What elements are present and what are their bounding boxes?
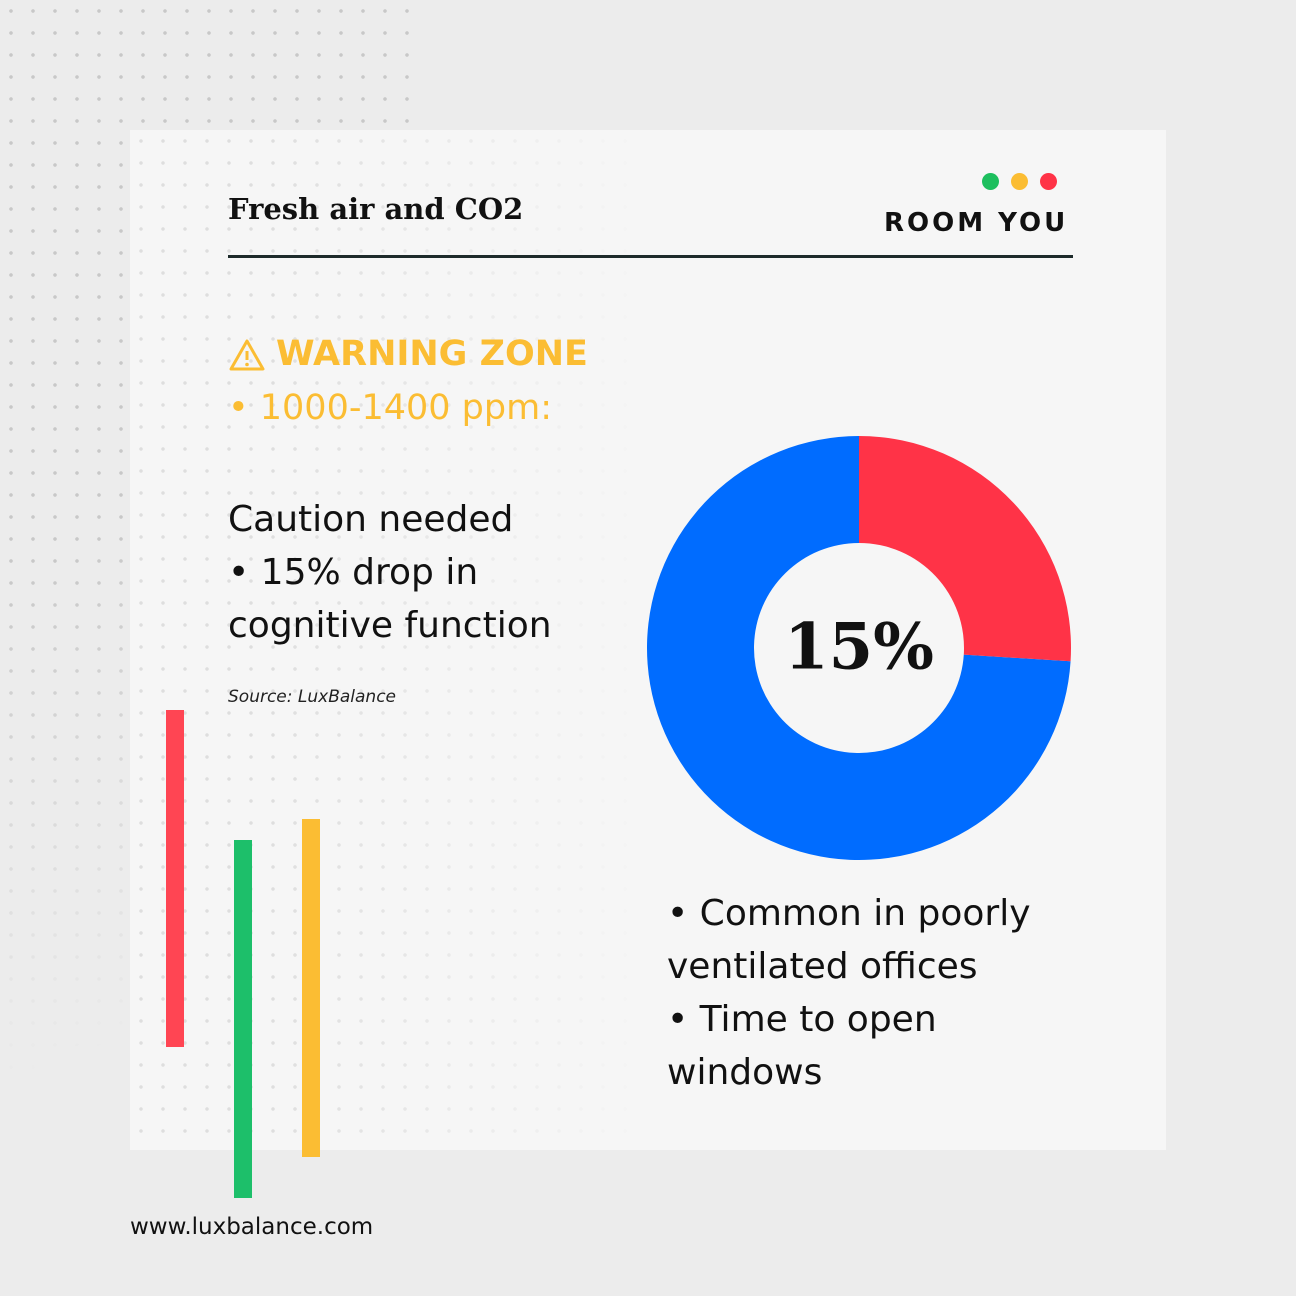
dot-pattern (130, 130, 650, 1150)
deco-bar (166, 710, 184, 1047)
warning-icon (229, 339, 265, 371)
brand: ROOM YOU (884, 208, 1069, 238)
title: Fresh air and CO2 (228, 192, 524, 226)
donut-slice (647, 436, 1071, 860)
source: Source: LuxBalance (228, 687, 396, 707)
donut-chart: 15% (647, 436, 1071, 860)
logo-dot (1040, 173, 1057, 190)
body-line: • 15% drop in cognitive function (228, 552, 552, 646)
logo-dot (1011, 173, 1028, 190)
warning-range: • 1000-1400 ppm: (228, 388, 552, 428)
note: • Time to open windows (667, 999, 937, 1093)
logo-dot (982, 173, 999, 190)
deco-bar (302, 819, 320, 1157)
center-label: 15% (784, 610, 934, 685)
warning-title: WARNING ZONE (276, 334, 588, 374)
body-line: Caution needed (228, 499, 514, 540)
notes: • Common in poorly ventilated offices • … (667, 887, 1087, 1099)
donut-slice (859, 436, 1071, 662)
body-text: Caution needed • 15% drop in cognitive f… (228, 493, 648, 652)
divider (228, 255, 1073, 258)
website: www.luxbalance.com (130, 1214, 374, 1240)
note: • Common in poorly ventilated offices (667, 893, 1031, 987)
deco-bar (234, 840, 252, 1198)
